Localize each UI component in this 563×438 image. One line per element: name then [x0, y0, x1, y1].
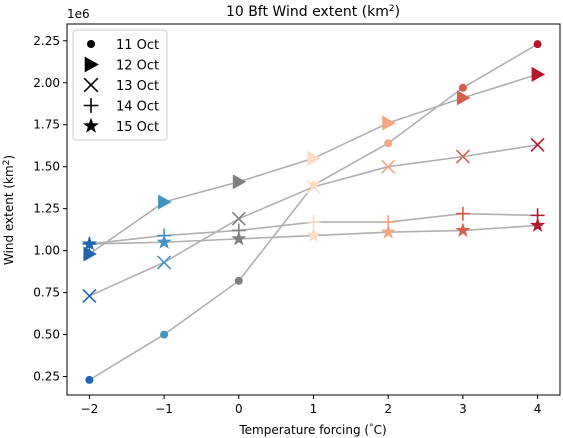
data-point-1-4 — [382, 115, 396, 131]
y-tick-label: 2.00 — [33, 76, 60, 90]
y-tick-label: 1.00 — [33, 244, 60, 258]
x-axis-label: Temperature forcing (°C) — [238, 423, 386, 437]
legend-marker-2 — [83, 77, 99, 93]
legend-label-2: 13 Oct — [116, 79, 159, 94]
data-point-4-1 — [156, 234, 172, 249]
data-point-1-6 — [531, 66, 546, 82]
data-point-1-2 — [232, 174, 247, 190]
y-tick-label: 0.50 — [33, 328, 60, 342]
y-offset-label: 1e6 — [67, 7, 90, 21]
data-point-4-0 — [81, 235, 98, 251]
data-point-4-4 — [380, 224, 396, 239]
x-tick-label: 2 — [384, 402, 392, 416]
data-point-4-6 — [529, 217, 546, 232]
data-point-0-5 — [458, 83, 467, 92]
x-tick-label: −2 — [81, 402, 99, 416]
data-point-2-4 — [381, 159, 396, 174]
data-point-4-5 — [455, 222, 471, 237]
data-point-1-0 — [83, 246, 97, 262]
data-point-2-1 — [157, 255, 172, 270]
legend-box — [72, 29, 168, 141]
legend-marker-3 — [83, 98, 99, 113]
legend-marker-4 — [83, 117, 99, 133]
legend-marker-1 — [84, 56, 99, 73]
y-tick-label: 0.25 — [33, 370, 60, 384]
data-point-4-2 — [231, 230, 247, 246]
x-tick-label: 0 — [235, 402, 243, 416]
data-point-0-4 — [384, 139, 393, 148]
y-tick-label: 1.50 — [33, 160, 60, 174]
legend-label-4: 15 Oct — [116, 120, 159, 135]
legend-label-3: 14 Oct — [116, 100, 159, 115]
data-point-0-0 — [85, 375, 94, 384]
data-point-1-5 — [456, 90, 471, 106]
data-markers — [81, 40, 546, 384]
data-point-0-6 — [533, 40, 542, 49]
legend-marker-0 — [87, 40, 95, 48]
data-point-3-3 — [306, 215, 321, 230]
data-point-0-2 — [234, 276, 243, 285]
data-point-2-5 — [455, 149, 470, 164]
degree-sign: ° — [369, 423, 374, 433]
data-point-1-3 — [307, 150, 321, 166]
x-axis: −2 −1 0 1 2 3 4 — [81, 395, 542, 416]
legend-label-1: 12 Oct — [116, 59, 159, 74]
y-tick-label: 1.75 — [33, 118, 60, 132]
data-point-2-3 — [306, 179, 321, 194]
y-axis-label: Wind extent (km2) — [2, 155, 16, 265]
data-point-2-2 — [231, 211, 246, 226]
y-tick-label: 0.75 — [33, 286, 60, 300]
x-tick-label: −1 — [155, 402, 173, 416]
data-point-3-5 — [455, 206, 470, 221]
data-point-4-3 — [305, 227, 322, 242]
x-tick-label: 4 — [534, 402, 542, 416]
y-axis: 0.25 0.50 0.75 1.00 1.25 1.50 1.75 2.00 2.25 — [33, 34, 67, 384]
data-point-0-1 — [160, 330, 169, 339]
data-point-2-0 — [82, 288, 97, 304]
data-point-0-3 — [309, 181, 318, 190]
x-tick-label: 1 — [310, 402, 318, 416]
legend: 11 Oct 12 Oct 13 Oct 14 Oct 15 Oct — [72, 29, 168, 141]
chart-title: 10 Bft Wind extent (km2) — [226, 4, 400, 20]
y-tick-label: 1.25 — [33, 202, 60, 216]
legend-label-0: 11 Oct — [116, 38, 159, 53]
data-point-1-1 — [158, 194, 172, 210]
data-point-2-6 — [530, 137, 545, 152]
x-tick-label: 3 — [459, 402, 467, 416]
y-tick-label: 2.25 — [33, 34, 60, 48]
